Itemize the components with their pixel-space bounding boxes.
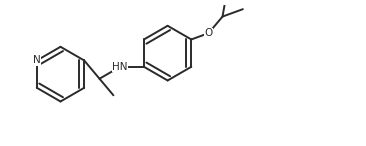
Text: HN: HN xyxy=(112,62,128,72)
Text: N: N xyxy=(33,55,41,65)
Text: O: O xyxy=(205,28,213,38)
